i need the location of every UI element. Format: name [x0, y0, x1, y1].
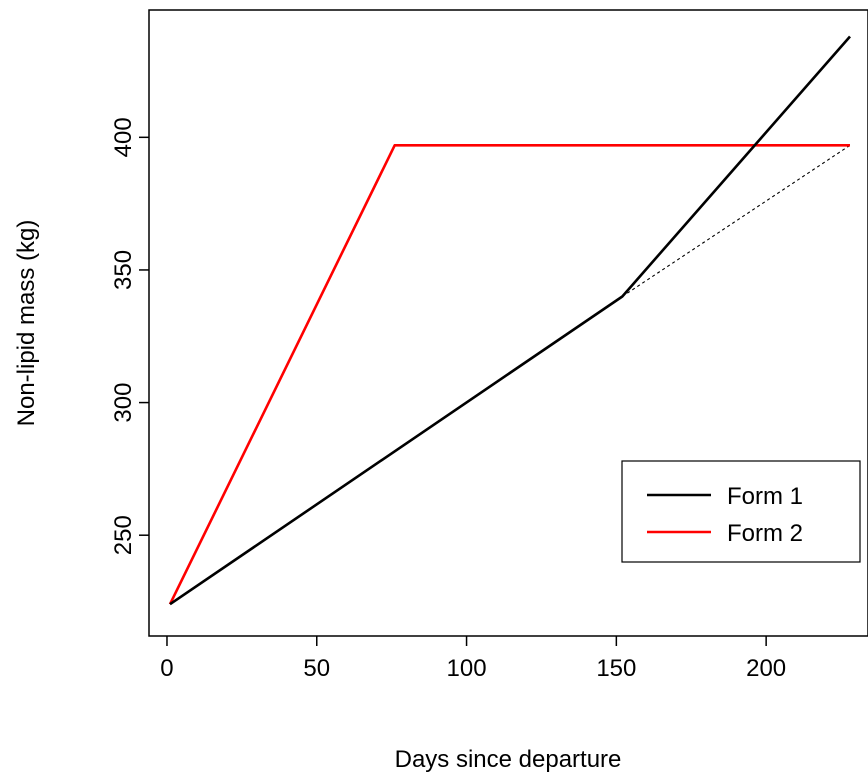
legend-box	[621, 460, 861, 563]
x-tick-label: 0	[160, 655, 173, 682]
axes-layer: 0 50 100 150 200 250 300 350 400	[110, 117, 786, 682]
plot-box	[148, 9, 868, 637]
series-line-form-1	[169, 35, 851, 606]
y-tick-label: 300	[110, 383, 137, 423]
legend: Form 1 Form 2	[621, 460, 861, 563]
x-tick-label: 50	[303, 655, 330, 682]
series-line-form-2	[168, 144, 850, 605]
x-axis-title: Days since departure	[395, 746, 622, 773]
y-tick-label: 250	[110, 515, 137, 555]
series-layer	[168, 35, 851, 606]
legend-label-form-1: Form 1	[727, 483, 803, 510]
x-tick-label: 200	[746, 655, 786, 682]
y-tick-label: 400	[110, 117, 137, 157]
x-tick-label: 150	[596, 655, 636, 682]
x-tick-label: 100	[447, 655, 487, 682]
y-axis-title: Non-lipid mass (kg)	[13, 220, 40, 427]
legend-label-form-2: Form 2	[727, 520, 803, 547]
y-tick-label: 350	[110, 250, 137, 290]
